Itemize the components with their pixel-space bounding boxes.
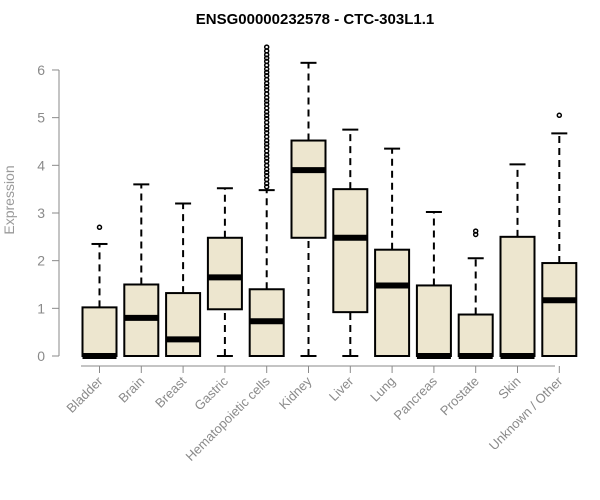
y-tick-label: 5 (37, 110, 45, 126)
box-lung (374, 147, 411, 358)
y-tick-label: 4 (37, 157, 45, 173)
box-bladder (81, 224, 118, 359)
outlier-point (263, 44, 270, 50)
box-breast (165, 202, 202, 357)
x-tick-label: Liver (326, 373, 357, 404)
box-pancreas (415, 211, 452, 359)
chart-title: ENSG00000232578 - CTC-303L1.1 (196, 11, 434, 28)
iqr-box (499, 235, 536, 357)
iqr-box (415, 284, 452, 357)
box-gastric (206, 187, 243, 357)
iqr-box (374, 248, 411, 358)
x-tick-label: Kidney (276, 373, 315, 412)
outlier-point (556, 112, 563, 119)
iqr-box (165, 292, 202, 357)
box-unknown-other (541, 112, 578, 357)
x-tick-label: Gastric (191, 373, 231, 413)
x-tick-label: Unknown / Other (486, 373, 566, 453)
box-series (81, 44, 578, 359)
x-tick-label: Bladder (63, 373, 106, 416)
y-axis-ticks: 0 1 2 3 4 5 6 (37, 62, 59, 364)
y-tick-label: 2 (37, 253, 45, 269)
iqr-box (290, 139, 327, 239)
y-tick-label: 3 (37, 205, 45, 221)
outlier-point (472, 228, 479, 234)
x-tick-label: Brain (115, 374, 147, 406)
iqr-box (206, 236, 243, 311)
x-tick-label: Pancreas (391, 373, 441, 423)
box-brain (123, 183, 160, 357)
iqr-box (541, 262, 578, 357)
x-tick-label: Lung (367, 374, 398, 405)
box-hematopoietic-cells (248, 44, 285, 357)
outlier-point (96, 224, 103, 231)
x-tick-label: Prostate (437, 374, 482, 419)
box-skin (499, 163, 536, 359)
iqr-box (81, 306, 118, 357)
iqr-box (332, 188, 369, 314)
y-tick-label: 0 (37, 348, 45, 364)
box-prostate (457, 228, 494, 359)
iqr-box (457, 313, 494, 357)
box-liver (332, 128, 369, 357)
y-tick-label: 1 (37, 300, 45, 316)
x-tick-label: Skin (495, 374, 523, 402)
box-kidney (290, 61, 327, 357)
y-axis-label: Expression (1, 165, 17, 234)
x-tick-label: Breast (152, 373, 189, 410)
y-tick-label: 6 (37, 62, 45, 78)
